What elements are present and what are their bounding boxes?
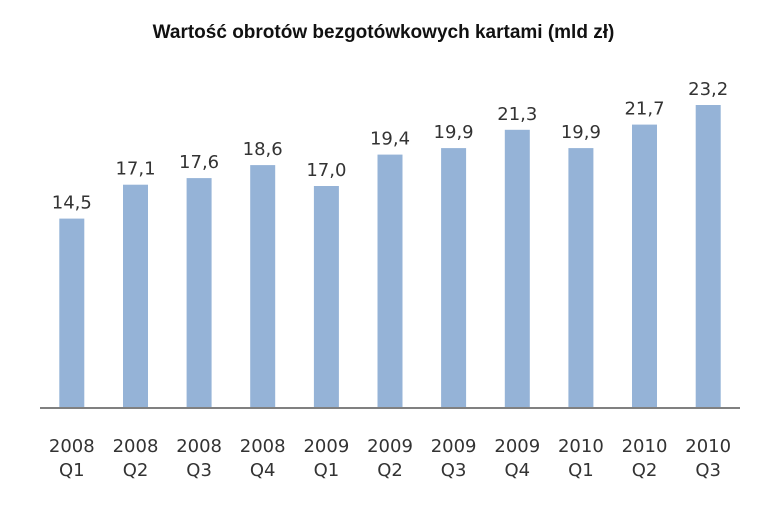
data-label: 21,3 [497,104,537,125]
x-tick-label: 2008 Q4 [240,436,286,481]
bar-2008-q2 [123,184,148,408]
x-tick-label: 2010 Q2 [622,436,668,481]
data-label: 17,6 [179,152,219,173]
x-tick-year: 2009 [303,436,349,457]
x-tick-year: 2008 [176,436,222,457]
bar-2009-q4 [504,129,530,409]
bar-2008-q3 [186,178,212,408]
x-tick-label: 2009 Q2 [367,436,413,481]
bar-2009-q1 [313,186,339,408]
x-tick-quarter: Q4 [504,460,530,481]
x-tick-label: 2009 Q3 [431,436,477,481]
x-tick-quarter: Q1 [59,460,85,481]
x-tick-year: 2008 [113,436,159,457]
x-tick-year: 2010 [622,436,668,457]
x-tick-quarter: Q3 [186,460,212,481]
data-label: 19,9 [434,122,474,143]
data-label: 17,1 [115,159,155,180]
bar-2009-q2 [377,154,403,408]
x-tick-label: 2008 Q1 [49,436,95,481]
x-tick-year: 2010 [685,436,731,457]
data-labels-layer: 14,5 17,1 17,6 18,6 17,0 19,4 19,9 21,3 19,9 21,7… [52,79,728,214]
x-tick-quarter: Q4 [250,460,276,481]
x-tick-quarter: Q1 [568,460,594,481]
x-tick-label: 2009 Q4 [494,436,540,481]
x-tick-year: 2009 [431,436,477,457]
x-tick-year: 2008 [49,436,95,457]
data-label: 14,5 [52,193,92,214]
x-tick-year: 2009 [367,436,413,457]
x-tick-quarter: Q2 [377,460,403,481]
x-tick-label: 2009 Q1 [303,436,349,481]
x-tick-label: 2010 Q1 [558,436,604,481]
data-label: 17,0 [306,160,346,181]
data-label: 19,4 [370,129,410,150]
x-tick-quarter: Q3 [441,460,467,481]
x-tick-year: 2010 [558,436,604,457]
bar-2009-q3 [441,148,467,408]
x-tick-year: 2009 [494,436,540,457]
bar-2010-q1 [568,148,594,408]
bar-2010-q2 [632,124,657,408]
x-tick-quarter: Q2 [632,460,658,481]
bar-2010-q3 [695,105,721,408]
x-tick-label: 2010 Q3 [685,436,731,481]
x-tick-year: 2008 [240,436,286,457]
x-tick-quarter: Q2 [123,460,149,481]
data-label: 19,9 [561,122,601,143]
x-tick-label: 2008 Q3 [176,436,222,481]
data-label: 23,2 [688,79,728,100]
data-label: 18,6 [243,139,283,160]
bar-2008-q1 [59,218,85,408]
x-tick-quarter: Q3 [695,460,721,481]
chart-title: Wartość obrotów bezgotówkowych kartami (… [152,22,615,43]
data-label: 21,7 [624,99,664,120]
x-tick-quarter: Q1 [314,460,340,481]
bar-2008-q4 [250,165,276,408]
bars-layer [59,105,721,409]
x-tick-label: 2008 Q2 [113,436,159,481]
